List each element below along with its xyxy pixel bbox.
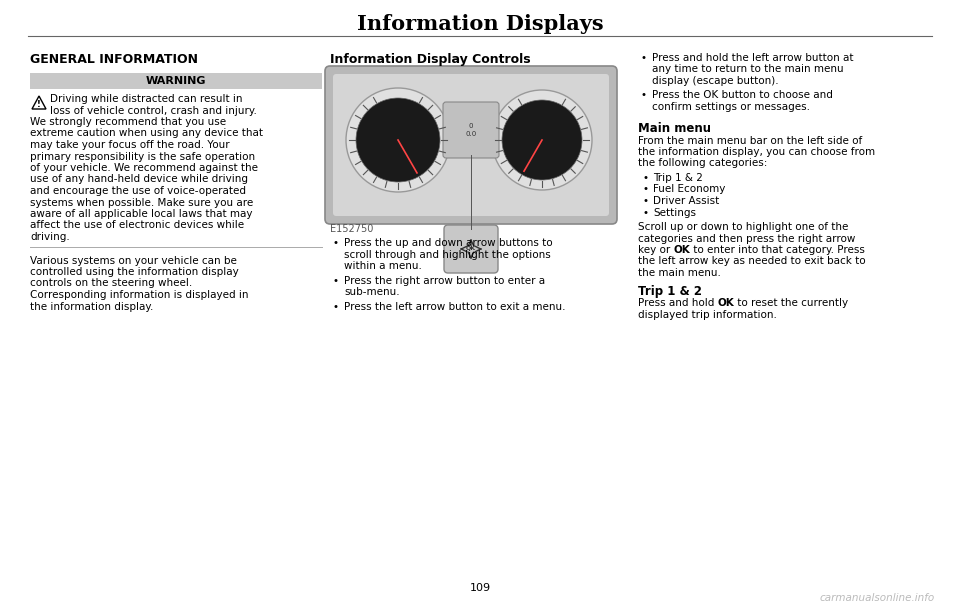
- Text: confirm settings or messages.: confirm settings or messages.: [652, 102, 810, 112]
- Text: •: •: [333, 301, 339, 312]
- Text: any time to return to the main menu: any time to return to the main menu: [652, 65, 844, 75]
- Text: the left arrow key as needed to exit back to: the left arrow key as needed to exit bac…: [638, 257, 866, 266]
- Text: the information display.: the information display.: [30, 301, 154, 312]
- Ellipse shape: [502, 100, 582, 180]
- Ellipse shape: [346, 88, 450, 192]
- Text: the following categories:: the following categories:: [638, 158, 767, 169]
- Text: carmanualsonline.info: carmanualsonline.info: [820, 593, 935, 603]
- Text: the information display, you can choose from: the information display, you can choose …: [638, 147, 876, 157]
- Text: We strongly recommend that you use: We strongly recommend that you use: [30, 117, 227, 127]
- Text: key or: key or: [638, 245, 674, 255]
- Text: Main menu: Main menu: [638, 122, 711, 134]
- FancyBboxPatch shape: [444, 225, 498, 273]
- Text: OK: OK: [718, 299, 734, 309]
- Text: Corresponding information is displayed in: Corresponding information is displayed i…: [30, 290, 249, 300]
- Text: •: •: [641, 53, 647, 63]
- Text: •: •: [643, 173, 649, 183]
- FancyBboxPatch shape: [333, 74, 609, 216]
- Text: Press the OK button to choose and: Press the OK button to choose and: [652, 90, 833, 100]
- Text: Fuel Economy: Fuel Economy: [653, 185, 726, 194]
- Text: of your vehicle. We recommend against the: of your vehicle. We recommend against th…: [30, 163, 258, 173]
- Text: Press the up and down arrow buttons to: Press the up and down arrow buttons to: [344, 238, 553, 248]
- Text: sub-menu.: sub-menu.: [344, 287, 399, 297]
- Text: OK: OK: [466, 246, 476, 252]
- Text: categories and then press the right arrow: categories and then press the right arro…: [638, 233, 855, 244]
- Text: Driving while distracted can result in: Driving while distracted can result in: [50, 94, 243, 104]
- Text: •: •: [643, 196, 649, 206]
- Text: aware of all applicable local laws that may: aware of all applicable local laws that …: [30, 209, 252, 219]
- Text: •: •: [643, 208, 649, 218]
- Text: within a menu.: within a menu.: [344, 261, 421, 271]
- FancyBboxPatch shape: [30, 73, 322, 89]
- Text: Press and hold the left arrow button at: Press and hold the left arrow button at: [652, 53, 853, 63]
- Text: Driver Assist: Driver Assist: [653, 196, 719, 206]
- Text: Settings: Settings: [653, 208, 696, 218]
- Text: Various systems on your vehicle can be: Various systems on your vehicle can be: [30, 255, 237, 266]
- Text: 0
0.0: 0 0.0: [466, 123, 476, 136]
- Text: Scroll up or down to highlight one of the: Scroll up or down to highlight one of th…: [638, 222, 849, 232]
- Text: •: •: [333, 238, 339, 248]
- Ellipse shape: [492, 90, 592, 190]
- Text: Information Display Controls: Information Display Controls: [330, 53, 531, 66]
- Text: E152750: E152750: [330, 224, 373, 234]
- Text: systems when possible. Make sure you are: systems when possible. Make sure you are: [30, 197, 253, 208]
- Text: the main menu.: the main menu.: [638, 268, 721, 278]
- Text: WARNING: WARNING: [146, 76, 206, 86]
- Text: scroll through and highlight the options: scroll through and highlight the options: [344, 249, 551, 260]
- Text: OK: OK: [674, 245, 690, 255]
- Text: Press and hold: Press and hold: [638, 299, 718, 309]
- Text: •: •: [333, 276, 339, 285]
- Text: to reset the currently: to reset the currently: [734, 299, 849, 309]
- Text: primary responsibility is the safe operation: primary responsibility is the safe opera…: [30, 152, 255, 161]
- Text: driving.: driving.: [30, 232, 70, 242]
- Text: extreme caution when using any device that: extreme caution when using any device th…: [30, 128, 263, 139]
- Text: displayed trip information.: displayed trip information.: [638, 310, 777, 320]
- Text: GENERAL INFORMATION: GENERAL INFORMATION: [30, 53, 198, 66]
- Text: Information Displays: Information Displays: [357, 14, 603, 34]
- Ellipse shape: [356, 98, 440, 182]
- Text: use of any hand-held device while driving: use of any hand-held device while drivin…: [30, 175, 248, 185]
- Text: •: •: [641, 90, 647, 100]
- Text: controlled using the information display: controlled using the information display: [30, 267, 239, 277]
- Text: !: !: [37, 100, 41, 109]
- FancyBboxPatch shape: [443, 102, 499, 158]
- Text: Press the left arrow button to exit a menu.: Press the left arrow button to exit a me…: [344, 301, 565, 312]
- Text: 109: 109: [469, 583, 491, 593]
- Text: Trip 1 & 2: Trip 1 & 2: [638, 285, 702, 298]
- Text: controls on the steering wheel.: controls on the steering wheel.: [30, 279, 192, 288]
- Text: Trip 1 & 2: Trip 1 & 2: [653, 173, 703, 183]
- Text: loss of vehicle control, crash and injury.: loss of vehicle control, crash and injur…: [50, 106, 257, 115]
- Text: affect the use of electronic devices while: affect the use of electronic devices whi…: [30, 221, 244, 230]
- Text: and encourage the use of voice-operated: and encourage the use of voice-operated: [30, 186, 246, 196]
- Text: Press the right arrow button to enter a: Press the right arrow button to enter a: [344, 276, 545, 285]
- Text: display (escape button).: display (escape button).: [652, 76, 779, 86]
- Text: •: •: [643, 185, 649, 194]
- FancyBboxPatch shape: [325, 66, 617, 224]
- Text: From the main menu bar on the left side of: From the main menu bar on the left side …: [638, 136, 862, 145]
- Text: to enter into that category. Press: to enter into that category. Press: [690, 245, 865, 255]
- Text: may take your focus off the road. Your: may take your focus off the road. Your: [30, 140, 229, 150]
